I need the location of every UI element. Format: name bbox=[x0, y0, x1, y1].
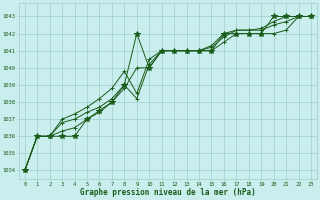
X-axis label: Graphe pression niveau de la mer (hPa): Graphe pression niveau de la mer (hPa) bbox=[80, 188, 256, 197]
